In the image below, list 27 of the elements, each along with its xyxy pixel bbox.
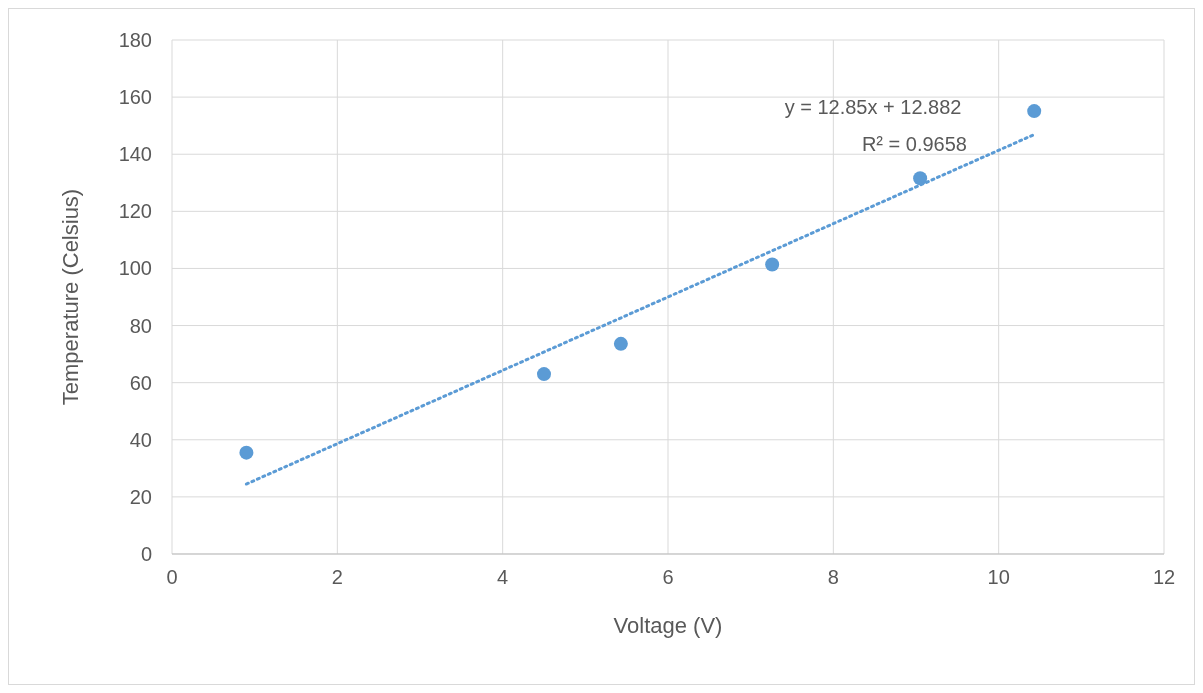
point (537, 367, 551, 382)
x-tick-label: 4 (497, 566, 509, 588)
y-tick-label: 100 (118, 257, 152, 280)
x-axis-title: Voltage (V) (613, 613, 723, 638)
point (913, 171, 928, 186)
y-tick-label: 20 (129, 485, 152, 508)
y-tick-label: 140 (118, 143, 152, 166)
point (1027, 104, 1042, 119)
x-tick-label: 0 (166, 566, 178, 588)
y-tick-label: 40 (129, 428, 152, 451)
y-axis-title: Temperature (Celsius) (58, 188, 83, 406)
x-tick-label: 10 (987, 566, 1010, 588)
y-tick-label: 120 (118, 200, 152, 223)
point (239, 445, 254, 460)
x-tick-label: 8 (827, 566, 839, 588)
y-tick-label: 80 (129, 314, 152, 337)
x-tick-label: 6 (662, 566, 674, 588)
y-tick-label: 180 (118, 29, 152, 51)
annotation: y = 12.85x + 12.882 (784, 96, 962, 119)
point (765, 257, 780, 272)
point (613, 336, 628, 351)
y-tick-label: 160 (118, 86, 152, 109)
y-tick-label: 0 (140, 543, 152, 565)
annotation: R² = 0.9658 (861, 133, 968, 156)
y-tick-label: 60 (129, 371, 152, 394)
x-tick-label: 2 (331, 566, 343, 588)
x-tick-label: 12 (1152, 566, 1176, 588)
